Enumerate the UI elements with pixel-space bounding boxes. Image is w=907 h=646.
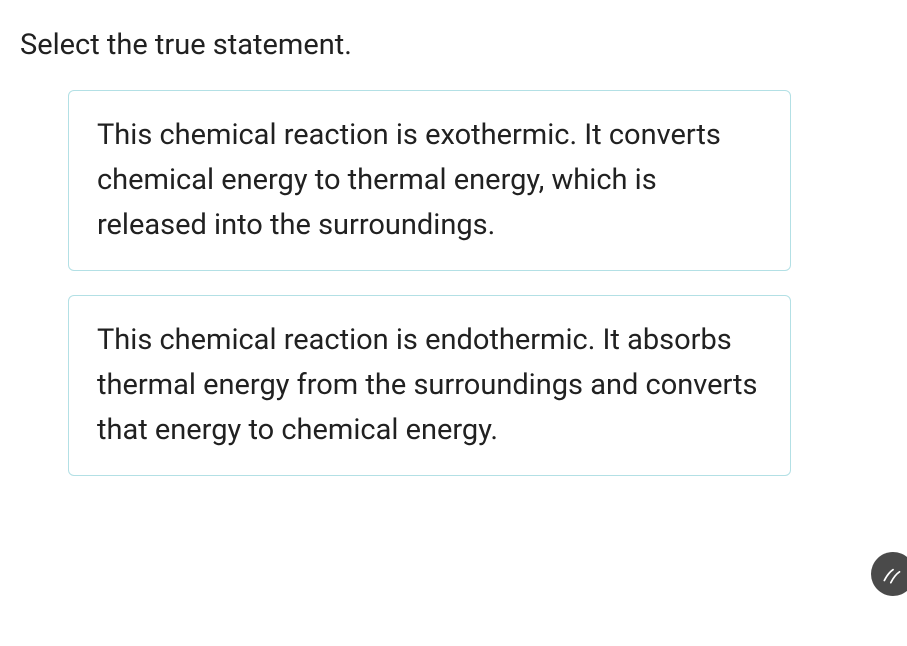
option-text-2: This chemical reaction is endothermic. I… xyxy=(97,318,762,453)
option-card-2[interactable]: This chemical reaction is endothermic. I… xyxy=(68,295,791,476)
option-card-1[interactable]: This chemical reaction is exothermic. It… xyxy=(68,90,791,271)
options-wrapper: This chemical reaction is exothermic. It… xyxy=(20,90,887,476)
question-prompt: Select the true statement. xyxy=(20,28,887,62)
help-badge[interactable] xyxy=(871,552,907,596)
option-text-1: This chemical reaction is exothermic. It… xyxy=(97,113,762,248)
script-icon xyxy=(880,561,906,587)
quiz-container: Select the true statement. This chemical… xyxy=(0,0,907,520)
